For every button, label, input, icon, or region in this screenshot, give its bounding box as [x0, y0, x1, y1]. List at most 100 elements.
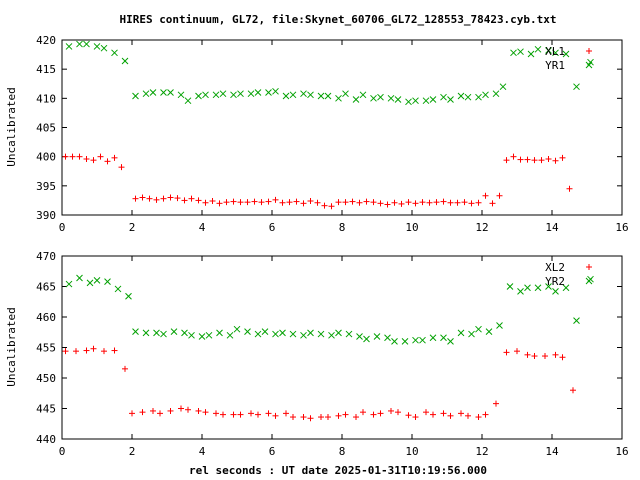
yr1-point-d2 — [300, 90, 307, 98]
yr2-point-d2 — [335, 329, 342, 337]
yr1-point — [394, 96, 402, 103]
xl1-point — [132, 195, 139, 202]
xl2-point — [440, 410, 447, 417]
yr2-point-d2 — [517, 288, 524, 295]
yr1-point — [254, 89, 262, 96]
xl1-point — [419, 199, 426, 206]
xl2-point — [167, 407, 174, 414]
bottom-y-tick-label: 470 — [36, 250, 56, 263]
yr2-point — [496, 322, 503, 329]
xl1-point — [244, 199, 251, 206]
yr2-point — [142, 329, 150, 337]
yr1-point-d2 — [370, 94, 377, 102]
bottom-y-axis-label: Uncalibrated — [5, 307, 18, 386]
top-x-tick-label: 8 — [339, 221, 346, 234]
xl2-point — [342, 411, 349, 418]
top-panel: Uncalibrated 0 2 4 6 8 10 12 14 16 390 395 400 405 41… — [5, 34, 629, 234]
top-x-tick-label: 10 — [405, 221, 418, 234]
bottom-axis-ticks: 0 2 4 6 8 10 12 14 16 440 445 450 455 460 465 470 — [36, 250, 629, 458]
yr1-point-d2 — [377, 93, 384, 101]
xl1-point — [139, 194, 146, 201]
yr2-point-d2 — [317, 330, 325, 338]
yr1-point — [534, 45, 542, 53]
xl2-point — [377, 410, 384, 417]
yr2-point — [419, 336, 426, 344]
yr2-point-d2 — [307, 329, 314, 337]
yr2-point-d2 — [198, 333, 206, 340]
xl1-point — [363, 198, 370, 205]
xl2-point — [531, 353, 538, 360]
yr2-point — [279, 329, 286, 337]
x-axis-label: rel seconds : UT date 2025-01-31T10:19:5… — [189, 464, 487, 477]
top-y-tick-label: 420 — [36, 34, 56, 47]
bottom-panel: Uncalibrated 0 2 4 6 8 10 12 14 16 440 445 450 455 46… — [5, 250, 629, 458]
yr2-point-d2 — [496, 322, 503, 329]
xl2-point — [503, 349, 510, 356]
yr2-point-d2 — [104, 278, 111, 285]
xl2-point — [524, 351, 531, 358]
bottom-y-tick-label: 460 — [36, 311, 56, 324]
xl1-point — [69, 153, 76, 160]
yr2-point — [261, 328, 269, 335]
yr2-point — [114, 285, 122, 293]
yr1-point — [132, 92, 139, 100]
xl2-point — [272, 412, 279, 419]
yr1-point-d2 — [160, 89, 167, 96]
yr1-point-d2 — [342, 90, 349, 98]
yr2-point-d2 — [534, 284, 542, 292]
xl2-point — [90, 345, 97, 352]
yr1-point — [499, 83, 507, 91]
xl1-point — [104, 158, 111, 165]
yr2-point — [573, 317, 580, 325]
xl1-point — [377, 200, 384, 207]
yr2-point-d2 — [440, 334, 447, 342]
legend-marker-yr1 — [585, 61, 593, 69]
yr2-point — [188, 331, 195, 339]
xl1-point — [447, 199, 454, 206]
yr1-point-d2 — [499, 83, 507, 91]
yr1-point-d2 — [510, 49, 517, 57]
xl2-point — [73, 348, 79, 355]
bottom-data-marks — [62, 274, 594, 422]
legend-label-yr1: YR1 — [545, 59, 565, 72]
xl1-point — [272, 196, 279, 203]
yr2-point — [562, 284, 570, 292]
yr1-point — [387, 94, 395, 102]
yr2-point-d2 — [160, 330, 167, 338]
yr1-point — [422, 97, 430, 105]
xl1-point — [314, 199, 321, 206]
xl1-point — [153, 196, 160, 203]
bottom-y-tick-label: 455 — [36, 342, 56, 355]
yr1-point-d2 — [184, 97, 192, 105]
xl2-point — [458, 410, 464, 417]
yr2-point-d2 — [345, 330, 353, 338]
yr1-point — [475, 93, 482, 101]
bottom-y-tick-label: 445 — [36, 403, 56, 416]
yr2-point-d2 — [506, 283, 514, 290]
yr2-point — [153, 329, 160, 337]
xl1-point — [174, 195, 181, 202]
xl2-point — [150, 407, 156, 414]
bottom-x-tick-label: 10 — [405, 445, 418, 458]
xl1-point — [398, 200, 405, 207]
yr2-point-d2 — [384, 334, 391, 342]
yr2-point — [272, 330, 279, 338]
legend-label-xl1: XL1 — [545, 45, 565, 58]
yr1-point-d2 — [265, 89, 272, 96]
yr1-point-d2 — [359, 91, 367, 99]
yr2-point-d2 — [216, 329, 223, 337]
yr1-point-d2 — [93, 43, 101, 50]
xl2-point — [465, 412, 471, 419]
xl1-point — [223, 199, 230, 206]
xl2-point — [570, 387, 576, 394]
top-y-tick-label: 415 — [36, 63, 56, 76]
top-axis-ticks: 0 2 4 6 8 10 12 14 16 390 395 400 405 410 415 420 — [36, 34, 629, 234]
yr1-point — [510, 49, 517, 57]
yr1-point-d2 — [289, 91, 297, 99]
top-x-tick-label: 2 — [129, 221, 136, 234]
yr1-point — [184, 97, 192, 105]
yr2-point — [468, 330, 475, 338]
yr1-point-d2 — [429, 96, 437, 103]
xl2-point — [248, 410, 254, 417]
